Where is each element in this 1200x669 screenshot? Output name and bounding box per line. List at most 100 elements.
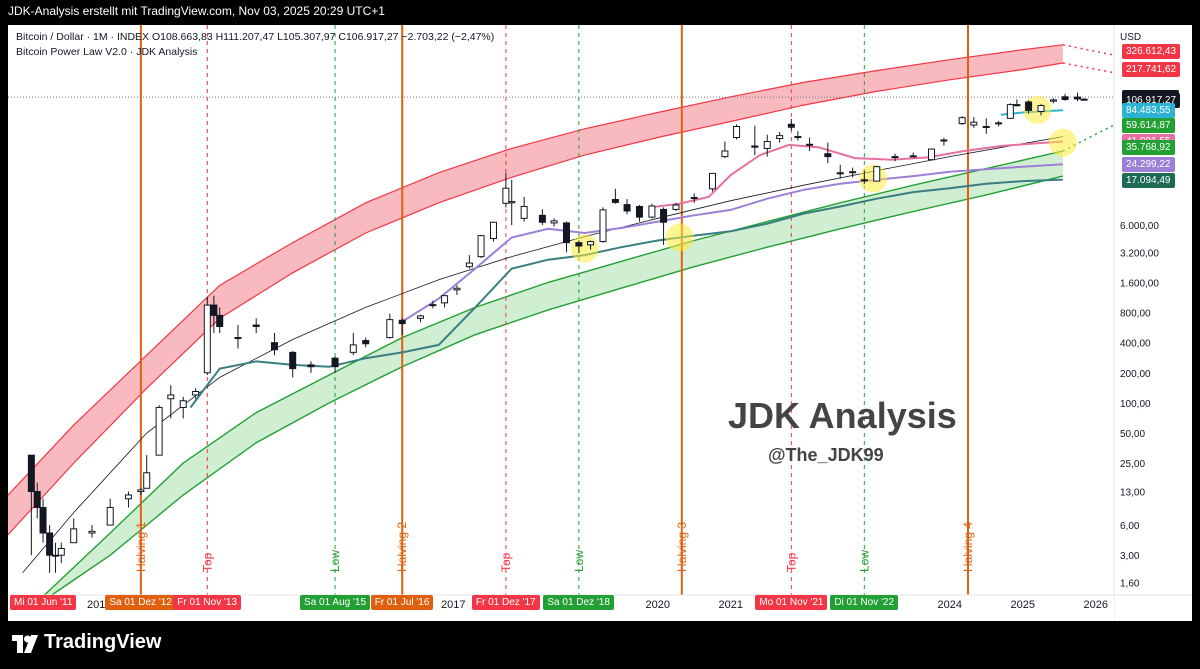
chart-canvas[interactable]: Halving 1 Top Low Halving 2 Top Low Halving 3 T…	[8, 25, 1192, 621]
candle-body	[1037, 105, 1045, 112]
candle-body	[538, 214, 546, 223]
date-marker-tag: Mo 01 Nov '21	[755, 595, 828, 610]
y-tick-label: 3.200,00	[1120, 248, 1159, 259]
y-tick-label: 25,00	[1120, 459, 1145, 470]
event-label-top: Top	[784, 552, 798, 572]
candle-body	[873, 166, 881, 182]
candle-body	[776, 135, 784, 139]
candle-body	[51, 554, 59, 557]
event-label-top: Top	[200, 552, 214, 572]
date-marker-tag: Fr 01 Dez '17	[471, 595, 540, 610]
red-band-projection	[1062, 44, 1115, 56]
candle-body	[398, 319, 406, 325]
x-tick-label: 2025	[1011, 599, 1035, 611]
candle-body	[210, 304, 218, 316]
candle-body	[441, 295, 449, 304]
y-tick-label: 800,00	[1120, 309, 1151, 320]
price-label-tag: 217.741,62	[1122, 62, 1181, 78]
candle-body	[124, 494, 132, 500]
x-tick-label: 2024	[938, 599, 962, 611]
candle-body	[660, 208, 668, 223]
candle-body	[155, 406, 163, 456]
date-marker-tag: Fr 01 Nov '13	[173, 595, 242, 610]
candle-body	[1013, 104, 1021, 107]
candle-body	[708, 172, 716, 190]
candle-body	[453, 287, 461, 291]
candle-body	[502, 187, 510, 204]
candle-body	[270, 342, 278, 351]
candle-body	[489, 221, 497, 240]
candle-body	[958, 117, 966, 125]
event-label-low: Low	[857, 550, 871, 572]
date-marker-tag: Sa 01 Dez '12	[105, 595, 176, 610]
event-label-halving: Halving 3	[675, 522, 689, 572]
candle-body	[1006, 104, 1014, 119]
candle-body	[465, 262, 473, 268]
candle-body	[88, 530, 96, 534]
candle-body	[167, 394, 175, 400]
candle-body	[575, 242, 583, 247]
candle-body	[970, 121, 978, 126]
x-tick-label: 2026	[1084, 599, 1108, 611]
event-label-low: Low	[572, 550, 586, 572]
x-tick-label: 2021	[718, 599, 742, 611]
candle-body	[690, 197, 698, 200]
price-label-tag: 24.299,22	[1122, 157, 1175, 173]
y-tick-label: 1,60	[1120, 579, 1140, 590]
pink-line	[650, 140, 1063, 209]
green-band-fill	[44, 151, 1063, 595]
y-tick-label: 6.000,00	[1120, 221, 1159, 232]
candle-body	[508, 201, 516, 204]
date-marker-tag: Sa 01 Dez '18	[543, 595, 614, 610]
teal-line	[189, 178, 1063, 409]
candle-body	[349, 344, 357, 353]
candle-body	[1061, 96, 1069, 100]
candle-body	[550, 220, 558, 224]
red-band-upper-line	[8, 44, 1063, 496]
candle-body	[599, 209, 607, 243]
candle-body	[137, 489, 145, 493]
candle-body	[672, 204, 680, 210]
candle-body	[733, 125, 741, 139]
red-band-inner-projection	[1062, 62, 1115, 74]
candle-body	[648, 205, 656, 218]
candle-body	[386, 319, 394, 339]
candle-body	[995, 122, 1003, 125]
y-tick-label: 200,00	[1120, 369, 1151, 380]
candle-body	[794, 136, 802, 139]
candle-body	[751, 145, 759, 148]
candle-body	[520, 205, 528, 219]
candle-body	[763, 141, 771, 149]
y-tick-label: 400,00	[1120, 339, 1151, 350]
y-tick-label: 100,00	[1120, 399, 1151, 410]
indicator-legend[interactable]: Bitcoin Power Law V2.0 · JDK Analysis	[16, 46, 198, 58]
candle-body	[70, 528, 78, 544]
candle-body	[216, 314, 224, 328]
candle-body	[721, 150, 729, 158]
candle-body	[1049, 99, 1057, 102]
candle-body	[836, 172, 844, 175]
chart-panel[interactable]: Halving 1 Top Low Halving 2 Top Low Halving 3 T…	[8, 25, 1192, 621]
candle-body	[416, 315, 424, 319]
candle-body	[429, 304, 437, 307]
event-label-low: Low	[328, 550, 342, 572]
highlight-marker	[665, 223, 694, 252]
candle-body	[179, 400, 187, 408]
highlight-marker	[1048, 128, 1077, 157]
candle-body	[307, 364, 315, 368]
tradingview-logo-icon	[12, 635, 38, 653]
candle-body	[192, 390, 200, 396]
highlight-marker	[570, 234, 599, 263]
price-label-tag: 59.614,87	[1122, 118, 1175, 134]
price-label-tag: 84.483,55	[1122, 103, 1175, 119]
candle-body	[477, 235, 485, 258]
candle-body	[57, 548, 65, 556]
date-marker-tag: Sa 01 Aug '15	[300, 595, 371, 610]
event-label-top: Top	[499, 552, 513, 572]
y-tick-label: 3,00	[1120, 551, 1140, 562]
symbol-legend[interactable]: Bitcoin / Dollar · 1M · INDEX O108.663,8…	[16, 31, 495, 43]
red-band-fill	[8, 44, 1063, 535]
y-tick-label: 6,00	[1120, 521, 1140, 532]
purple-line	[401, 163, 1063, 323]
event-label-halving: Halving 2	[395, 522, 409, 572]
